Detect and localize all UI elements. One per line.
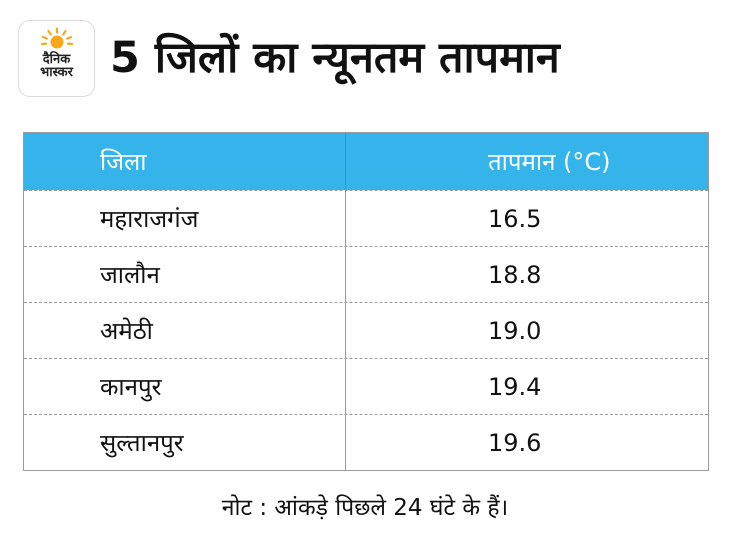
column-header-district: जिला	[24, 133, 346, 190]
page-title: 5 जिलों का न्यूनतम तापमान	[110, 33, 560, 83]
table-row: जालौन 18.8	[24, 246, 708, 302]
temperature-table: जिला तापमान (°C) महाराजगंज 16.5 जालौन 18…	[23, 132, 709, 471]
district-cell: सुल्तानपुर	[24, 415, 346, 470]
temperature-cell: 18.8	[488, 260, 542, 289]
logo-text-line1: दैनिक	[42, 52, 71, 67]
dainik-bhaskar-logo: दैनिक भास्कर	[18, 20, 95, 97]
table-row: अमेठी 19.0	[24, 302, 708, 358]
footnote: नोट : आंकड़े पिछले 24 घंटे के हैं।	[221, 495, 509, 521]
table-row: महाराजगंज 16.5	[24, 190, 708, 246]
table-row: सुल्तानपुर 19.6	[24, 414, 708, 470]
district-cell: महाराजगंज	[24, 191, 346, 246]
temperature-cell: 19.6	[488, 428, 542, 457]
logo-text-line2: भास्कर	[40, 65, 73, 80]
district-cell: अमेठी	[24, 303, 346, 358]
district-cell: जालौन	[24, 247, 346, 302]
column-header-temperature: तापमान (°C)	[488, 148, 611, 176]
district-cell: कानपुर	[24, 359, 346, 414]
sun-icon	[40, 27, 73, 49]
temperature-cell: 19.0	[488, 316, 542, 345]
temperature-cell: 16.5	[488, 204, 542, 233]
table-row: कानपुर 19.4	[24, 358, 708, 414]
temperature-cell: 19.4	[488, 372, 542, 401]
table-header-row: जिला तापमान (°C)	[24, 133, 708, 190]
